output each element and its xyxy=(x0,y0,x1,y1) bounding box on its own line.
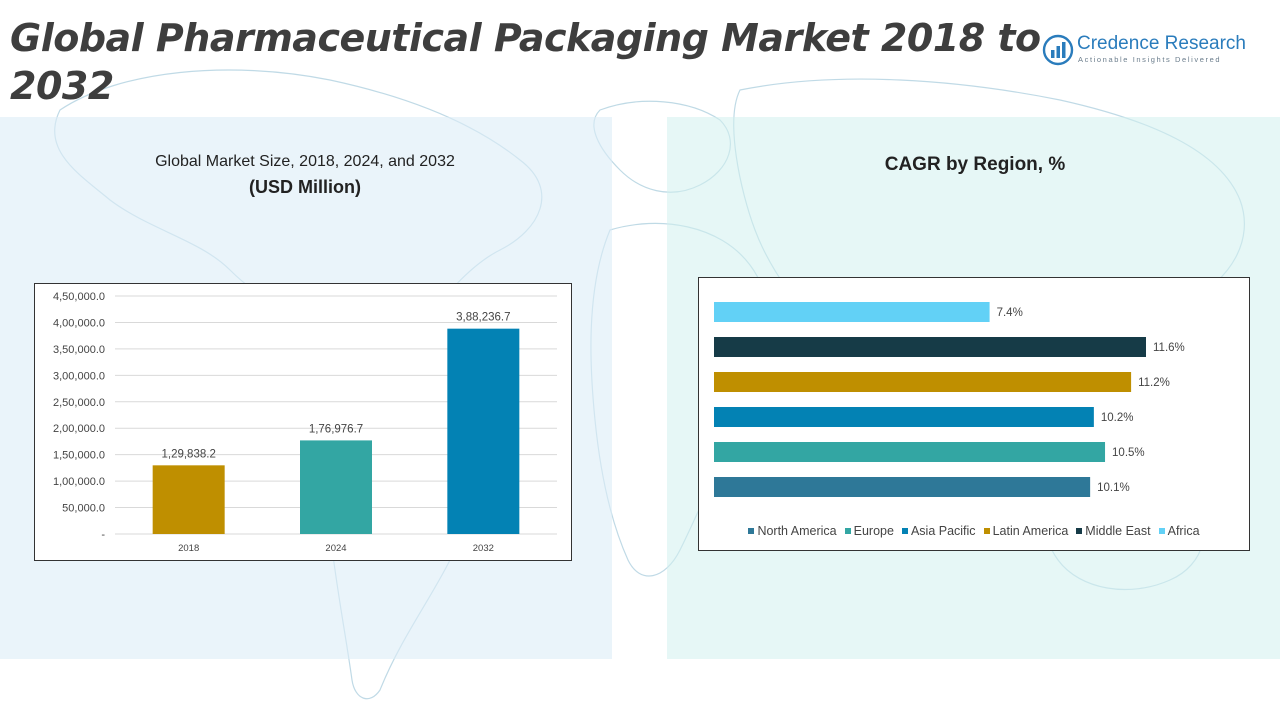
bar-2018 xyxy=(152,465,225,534)
x-tick-label: 2032 xyxy=(473,543,494,554)
legend-swatch xyxy=(1158,528,1165,534)
legend-label: North America xyxy=(757,524,837,538)
hbar-europe xyxy=(714,442,1106,462)
legend-swatch xyxy=(1076,528,1083,534)
y-tick-label: 1,50,000.0 xyxy=(53,450,105,462)
cagr-chart-title: CAGR by Region, % xyxy=(884,154,1066,175)
page-title: Global Pharmaceutical Packaging Market 2… xyxy=(10,16,1041,108)
hbar-value-label: 10.5% xyxy=(1112,447,1145,459)
y-tick-label: 4,50,000.0 xyxy=(53,291,105,303)
legend-swatch xyxy=(748,528,755,534)
hbar-north-america xyxy=(714,477,1091,497)
hbar-middle-east xyxy=(714,337,1146,357)
market-size-chart: - 50,000.0 1,00,000.0 1,50,000.0 2,00,000.0 2… xyxy=(34,283,572,561)
cagr-chart: 10.1% 10.5% 10.2% 11.2% 11.6% 7.4% North Amer… xyxy=(698,277,1250,551)
market-size-chart-unit: (USD Million) xyxy=(249,177,361,197)
bar-value-label: 1,76,976.7 xyxy=(309,423,363,435)
y-tick-label: 2,50,000.0 xyxy=(53,397,105,409)
hbar-africa xyxy=(714,302,990,322)
bar-chart-circle-icon xyxy=(1042,34,1074,66)
legend-label: Asia Pacific xyxy=(910,524,976,538)
legend-item-africa: Africa xyxy=(1158,524,1200,538)
y-tick-label: 4,00,000.0 xyxy=(53,317,105,329)
hbar-latin-america xyxy=(714,372,1132,392)
logo-name: Credence Research xyxy=(1077,33,1246,54)
hbar-asia-pacific xyxy=(714,407,1094,427)
legend-label: Africa xyxy=(1167,524,1200,538)
bar-value-label: 1,29,838.2 xyxy=(161,448,215,460)
cagr-bar-plot: 10.1% 10.5% 10.2% 11.2% 11.6% 7.4% xyxy=(714,302,1185,497)
cagr-legend: North America Europe Asia Pacific Latin Ame… xyxy=(699,524,1249,538)
legend-item-north-america: North America xyxy=(748,524,837,538)
market-size-bar-plot: - 50,000.0 1,00,000.0 1,50,000.0 2,00,000.0 2… xyxy=(53,291,557,554)
legend-label: Europe xyxy=(853,524,894,538)
hbar-value-label: 10.1% xyxy=(1097,482,1130,494)
hbar-value-label: 11.6% xyxy=(1153,342,1185,354)
y-tick-label: 3,50,000.0 xyxy=(53,344,105,356)
legend-swatch xyxy=(983,528,990,534)
bar-2024 xyxy=(300,440,372,534)
legend-swatch xyxy=(901,528,908,534)
y-tick-label: 2,00,000.0 xyxy=(53,423,105,435)
brand-logo: Credence Research Actionable Insights De… xyxy=(1042,32,1272,68)
y-tick-label: - xyxy=(101,529,105,541)
legend-item-europe: Europe xyxy=(844,524,894,538)
x-tick-label: 2024 xyxy=(325,543,346,554)
y-tick-label: 1,00,000.0 xyxy=(53,476,105,488)
y-tick-label: 3,00,000.0 xyxy=(53,370,105,382)
legend-label: Middle East xyxy=(1085,524,1151,538)
y-tick-label: 50,000.0 xyxy=(62,503,105,515)
hbar-value-label: 11.2% xyxy=(1138,377,1170,389)
legend-item-latin-america: Latin America xyxy=(983,524,1069,538)
hbar-value-label: 10.2% xyxy=(1101,412,1134,424)
x-tick-label: 2018 xyxy=(178,543,199,554)
legend-swatch xyxy=(844,528,851,534)
bar-value-label: 3,88,236.7 xyxy=(456,312,510,324)
market-size-chart-title: Global Market Size, 2018, 2024, and 2032 xyxy=(155,153,455,170)
bar-2032 xyxy=(447,328,520,534)
legend-item-asia-pacific: Asia Pacific xyxy=(901,524,976,538)
logo-tagline: Actionable Insights Delivered xyxy=(1078,55,1222,64)
legend-item-middle-east: Middle East xyxy=(1076,524,1151,538)
legend-label: Latin America xyxy=(992,524,1069,538)
hbar-value-label: 7.4% xyxy=(997,307,1023,319)
